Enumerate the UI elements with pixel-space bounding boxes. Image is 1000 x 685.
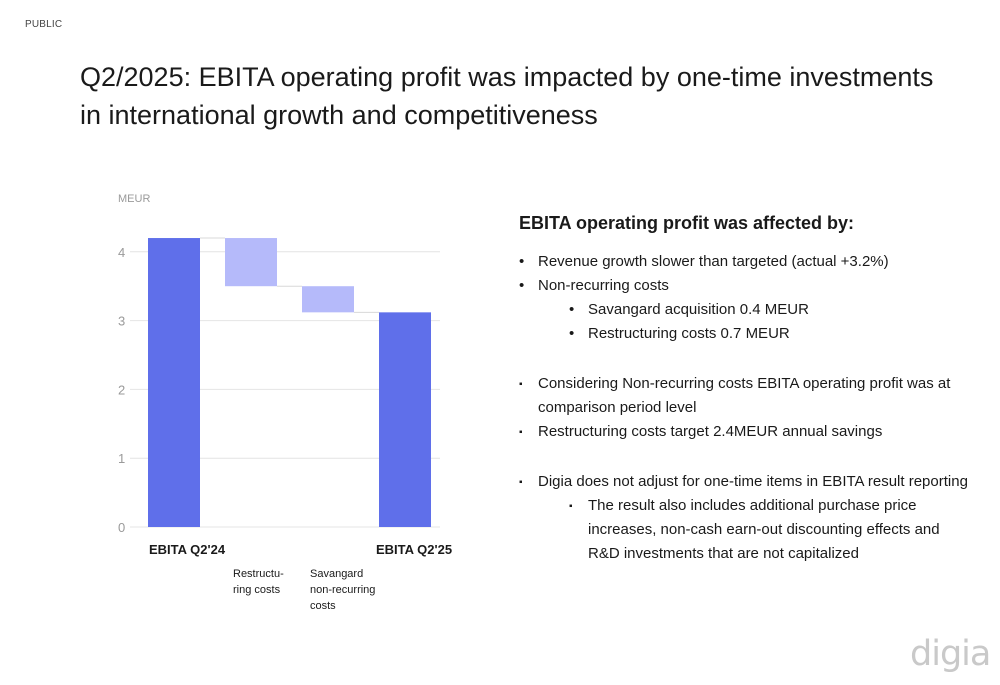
category-label: EBITA Q2'24	[149, 542, 226, 557]
bar-1	[148, 238, 200, 528]
bullet-text: Considering Non-recurring costs EBITA op…	[538, 375, 951, 416]
dot-bullet-icon: •	[519, 277, 525, 294]
dot-bullet-icon: •	[519, 253, 525, 270]
bullet-text: Restructuring costs 0.7 MEUR	[588, 325, 790, 342]
bullet-item: ▪ Digia does not adjust for one-time item…	[519, 470, 969, 494]
bullet-text: Non-recurring costs	[538, 277, 669, 294]
bullet-item: • Savangard acquisition 0.4 MEUR	[569, 298, 969, 322]
category-label: Savangard	[310, 568, 363, 580]
bullet-text: Restructuring costs target 2.4MEUR annua…	[538, 423, 883, 440]
bar-2	[225, 238, 277, 287]
bullet-text: Digia does not adjust for one-time items…	[538, 473, 968, 490]
classification-label: PUBLIC	[25, 19, 63, 30]
bullet-item: • Restructuring costs 0.7 MEUR	[569, 322, 969, 346]
bullet-item: ▪ Considering Non-recurring costs EBITA o…	[519, 372, 969, 420]
bar-3	[302, 286, 354, 313]
bullet-item: • Revenue growth slower than targeted (ac…	[519, 250, 969, 274]
slide-title: Q2/2025: EBITA operating profit was impa…	[80, 62, 934, 130]
y-tick-label: 4	[118, 245, 125, 260]
category-label: Restructu-	[233, 568, 284, 580]
square-bullet-icon: ▪	[519, 427, 523, 438]
square-bullet-icon: ▪	[569, 501, 573, 512]
panel-heading: EBITA operating profit was affected by:	[519, 213, 855, 233]
group-spacer	[519, 346, 969, 372]
category-label: non-recurring	[310, 584, 375, 596]
digia-logo: digia	[910, 634, 991, 674]
dot-bullet-icon: •	[569, 325, 575, 342]
y-tick-label: 2	[118, 382, 125, 397]
group-spacer	[519, 444, 969, 470]
category-label: EBITA Q2'25	[376, 542, 452, 557]
y-tick-label: 1	[118, 451, 125, 466]
bullet-text: Revenue growth slower than targeted (act…	[538, 253, 889, 270]
y-tick-label: 0	[118, 520, 125, 535]
bullet-text: Savangard acquisition 0.4 MEUR	[588, 301, 809, 318]
y-unit-label: MEUR	[118, 193, 150, 205]
square-bullet-icon: ▪	[519, 379, 523, 390]
bullet-panel: • Revenue growth slower than targeted (ac…	[519, 250, 969, 566]
y-tick-label: 3	[118, 314, 125, 329]
category-label: costs	[310, 600, 336, 612]
bullet-item: • Non-recurring costs	[519, 274, 969, 298]
square-bullet-icon: ▪	[519, 477, 523, 488]
bullet-text: The result also includes additional purc…	[588, 497, 940, 562]
bullet-item: ▪ Restructuring costs target 2.4MEUR annu…	[519, 420, 969, 444]
category-label: ring costs	[233, 584, 281, 596]
bar-4	[379, 312, 431, 527]
dot-bullet-icon: •	[569, 301, 575, 318]
bullet-item: ▪ The result also includes additional pur…	[569, 494, 969, 566]
